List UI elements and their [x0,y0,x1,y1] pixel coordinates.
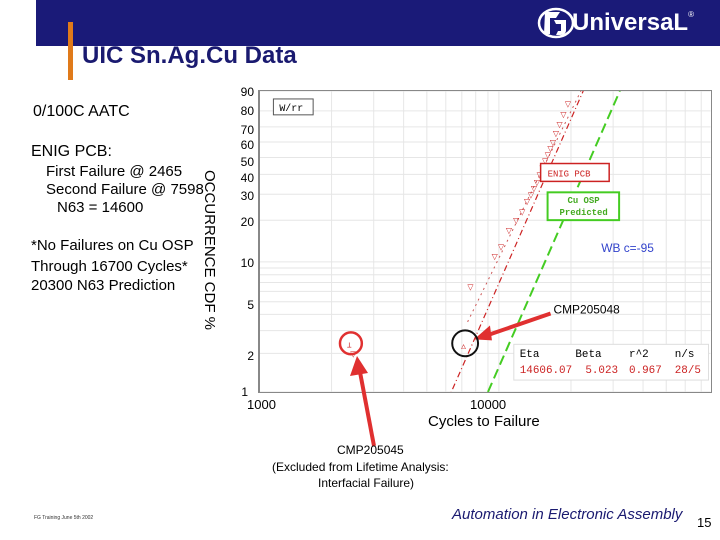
osp-label-box [546,191,621,222]
title-accent-rule [68,22,73,80]
osp-note-line-3: 20300 N63 Prediction [31,277,176,294]
cmp205048-arrow-head-icon [474,325,492,341]
y-tick-label: 10 [240,256,254,270]
page-number: 15 [697,515,712,530]
enig-data-point: ▽ [531,184,538,193]
excluded-point-marker: ⊥ [347,341,352,350]
cmp205045-arrow-head-icon [350,356,368,376]
enig-data-point: ▽ [547,144,554,153]
y-axis-label: OCCURRENCE CDF % [201,170,218,331]
x-axis-label: Cycles to Failure [428,413,540,430]
y-tick-label: 40 [240,171,254,185]
enig-label: ENIG PCB [548,169,592,179]
enig-data-point: ▽ [553,129,560,138]
stats-table: Eta Beta r^2 n/s 14606.07 5.023 0.967 28… [513,343,710,381]
cmp205045-label: CMP205045 [337,443,404,457]
osp-note-line-1: *No Failures on Cu OSP [31,237,194,254]
cmp205045-note-2: Interfacial Failure) [318,476,415,490]
legend-box-label: W/rr [279,103,303,114]
osp-note-line-2: Through 16700 Cycles* [31,258,188,275]
legend-box [272,98,314,116]
enig-fit-line [450,91,584,392]
footer-brand: Automation in Electronic Assembly [452,506,683,523]
enig-data-point: ▽ [565,100,572,109]
enig-first-failure: First Failure @ 2465 [46,163,183,180]
cmp205048-label: CMP205048 [554,303,621,317]
enig-label-box [539,162,610,183]
x-tick-label: 10000 [470,397,507,412]
y-tick-label: 70 [240,123,254,137]
cmp205048-arrow [483,311,552,339]
stats-header-r2: r^2 [629,349,649,361]
stats-header-eta: Eta [520,349,540,361]
highlight-circle-cmp205048 [451,329,480,358]
osp-label-line-2: Predicted [560,208,608,218]
wb-bound-line [467,91,582,323]
enig-data-point: ▽ [498,242,505,251]
universal-logo: UniversaL ® [536,6,694,40]
enig-data-point: ▽ [556,120,563,129]
x-tick-label: 1000 [247,397,276,412]
stats-value-beta: 5.023 [585,365,618,377]
header-bar [36,0,720,46]
y-tick-label: 50 [240,155,254,169]
first-failure-point-marker: △ [461,342,466,351]
page-title: UIC Sn.Ag.Cu Data [82,42,297,69]
enig-data-point: ▽ [506,226,513,235]
cmp205045-arrow [350,356,376,447]
y-tick-label: 2 [247,349,254,363]
osp-label-line-1: Cu OSP [567,196,599,206]
y-tick-label: 90 [240,85,254,99]
enig-data-point: ▽ [542,157,549,166]
y-tick-label: 60 [240,138,254,152]
cmp205045-note-1: (Excluded from Lifetime Analysis: [272,460,449,474]
enig-data-point: ▽ [560,110,567,119]
enig-data-point: ▽ [550,138,557,147]
y-tick-label: 30 [240,189,254,203]
y-tick-label: 20 [240,215,254,229]
enig-data-point: ▽ [534,178,541,187]
y-tick-label: 1 [241,385,248,399]
footer-small-text: FG Training June 5th 2002 [34,515,94,521]
y-tick-label: 80 [240,104,254,118]
universal-logo-mark-icon [537,7,575,39]
enig-data-point: ▽ [524,197,531,206]
test-condition: 0/100C AATC [33,103,130,120]
stats-value-eta: 14606.07 [520,365,572,377]
enig-data-point: ▽ [467,283,474,292]
enig-second-failure: Second Failure @ 7598 [46,181,204,198]
stats-header-ns: n/s [675,349,695,361]
enig-data-point: ▽ [528,190,535,199]
enig-data-point: ▽ [513,216,520,225]
enig-n63: N63 = 14600 [57,199,144,216]
enig-data-point: ▽ [492,252,499,261]
logo-text: UniversaL [572,9,689,36]
enig-data-point: ▽ [545,150,552,159]
stats-value-r2: 0.967 [629,365,662,377]
wb-annotation: WB c=-95 [601,241,654,255]
stats-header-beta: Beta [575,349,602,361]
y-tick-label: 5 [247,298,254,312]
enig-data-point: ▽ [519,208,526,217]
weibull-plot: W/rr ▽▽▽▽▽▽▽▽▽▽▽▽▽▽▽▽▽▽▽▽▽ ENIG PCB Cu O… [258,90,712,393]
osp-predicted-line [487,91,621,392]
highlight-circle-cmp205045 [338,331,364,356]
stats-value-ns: 28/5 [675,365,701,377]
logo-registered-mark: ® [688,10,694,19]
enig-heading: ENIG PCB: [31,143,112,160]
